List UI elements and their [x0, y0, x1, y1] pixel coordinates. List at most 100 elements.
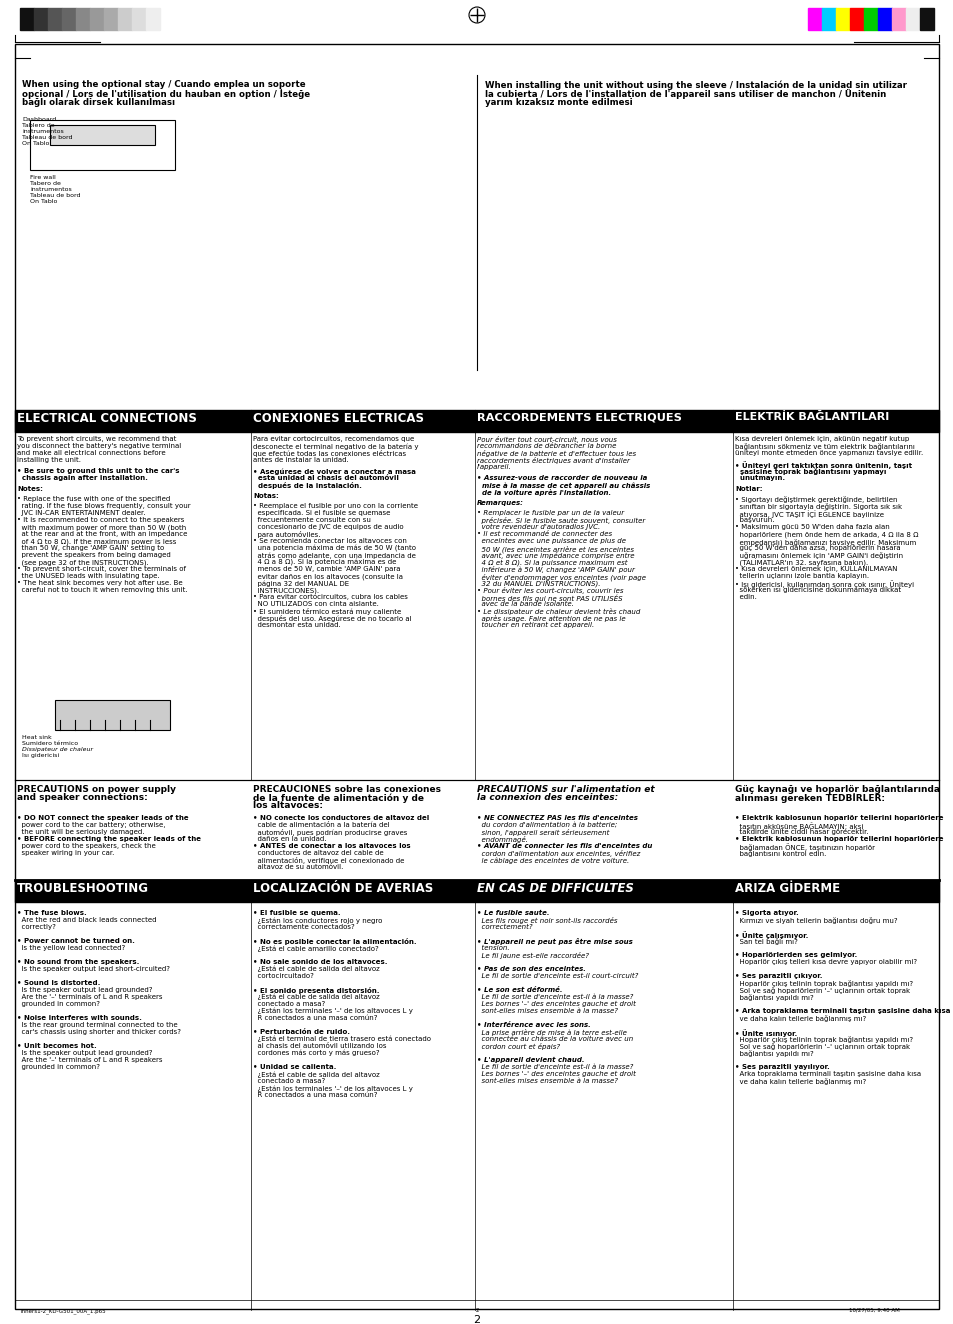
Text: bornes des fils qui ne sont PAS UTILISÉS: bornes des fils qui ne sont PAS UTILISÉS [476, 594, 622, 601]
Polygon shape [55, 700, 170, 730]
Text: ¿Están los terminales '–' de los altavoces L y: ¿Están los terminales '–' de los altavoc… [253, 1008, 413, 1014]
Bar [104, 8, 118, 30]
Text: mise à la masse de cet appareil au châssis: mise à la masse de cet appareil au châss… [476, 482, 650, 489]
Text: esta unidad al chasis del automóvil: esta unidad al chasis del automóvil [253, 475, 398, 481]
Text: On Tablo: On Tablo [22, 140, 50, 146]
Text: R conectados a una masa común?: R conectados a una masa común? [253, 1016, 377, 1021]
Text: ARIZA GİDERME: ARIZA GİDERME [734, 882, 840, 895]
Text: 50 W (les enceintes arrière et les enceintes: 50 W (les enceintes arrière et les encei… [476, 545, 634, 552]
Text: sont-elles mises ensemble à la masse?: sont-elles mises ensemble à la masse? [476, 1078, 618, 1084]
Text: al chasis del automóvil utilizando los: al chasis del automóvil utilizando los [253, 1043, 386, 1049]
Text: unutmayın.: unutmayın. [734, 475, 784, 481]
Text: bağlantısını sökmeniz ve tüm elektrik bağlantılarını: bağlantısını sökmeniz ve tüm elektrik ba… [734, 444, 914, 450]
Text: menos de 50 W, cambie 'AMP GAIN' para: menos de 50 W, cambie 'AMP GAIN' para [253, 565, 400, 572]
Text: INSTRUCCIONES).: INSTRUCCIONES). [253, 587, 319, 593]
Text: • No es posible conectar la alimentación.: • No es posible conectar la alimentación… [253, 937, 416, 945]
Text: du cordon d'alimentation à la batterie;: du cordon d'alimentation à la batterie; [476, 822, 617, 828]
Text: tellerin uçlarını izole bantla kaplayın.: tellerin uçlarını izole bantla kaplayın. [734, 573, 868, 579]
Text: raccordements électriques avant d'installer: raccordements électriques avant d'instal… [476, 457, 629, 463]
Text: careful not to touch it when removing this unit.: careful not to touch it when removing th… [17, 587, 188, 593]
Text: alınması gereken TEDBİRLER:: alınması gereken TEDBİRLER: [734, 793, 884, 802]
Text: para automóviles.: para automóviles. [253, 531, 320, 538]
Text: • Le fusible saute.: • Le fusible saute. [476, 910, 549, 916]
Text: toucher en retirant cet appareil.: toucher en retirant cet appareil. [476, 622, 594, 628]
Bar [15, 880, 251, 902]
Text: Sol ve sağ hoparlörlerin '–' uçlarının ortak toprak: Sol ve sağ hoparlörlerin '–' uçlarının o… [734, 986, 909, 994]
Text: especificada. Si el fusible se quemase: especificada. Si el fusible se quemase [253, 510, 390, 516]
Bar [34, 8, 48, 30]
Bar [849, 8, 863, 30]
Text: Inners1-2_KD-G501_00A_1.p65: Inners1-2_KD-G501_00A_1.p65 [20, 1308, 106, 1313]
Text: desconecte el terminal negativo de la batería y: desconecte el terminal negativo de la ba… [253, 444, 418, 450]
Text: with maximum power of more than 50 W (both: with maximum power of more than 50 W (bo… [17, 524, 186, 531]
Bar [905, 8, 919, 30]
Text: inférieure à 50 W, changez 'AMP GAIN' pour: inférieure à 50 W, changez 'AMP GAIN' po… [476, 565, 634, 573]
Text: avec de la bande isolante.: avec de la bande isolante. [476, 601, 574, 606]
Text: opcional / Lors de l'utilisation du hauban en option / İsteğe: opcional / Lors de l'utilisation du haub… [22, 89, 310, 99]
Text: and speaker connections:: and speaker connections: [17, 793, 148, 802]
Text: grounded in common?: grounded in common? [17, 1001, 100, 1008]
Bar [732, 880, 938, 902]
Text: • Le son est déformé.: • Le son est déformé. [476, 986, 562, 993]
Text: Hoparlör çıkış telleri kısa devre yapıyor olabilir mi?: Hoparlör çıkış telleri kısa devre yapıyo… [734, 959, 916, 965]
Text: Isı gidericisi: Isı gidericisi [22, 753, 59, 759]
Text: (TALİMATLAR'ın 32. sayfasına bakın).: (TALİMATLAR'ın 32. sayfasına bakın). [734, 559, 867, 568]
Text: you disconnect the battery's negative terminal: you disconnect the battery's negative te… [17, 444, 181, 449]
Text: EN CAS DE DIFFICULTES: EN CAS DE DIFFICULTES [476, 882, 633, 895]
Bar [76, 8, 90, 30]
Text: Notes:: Notes: [17, 486, 43, 493]
Text: • Power cannot be turned on.: • Power cannot be turned on. [17, 937, 134, 944]
Text: • Interférence avec les sons.: • Interférence avec les sons. [476, 1022, 590, 1027]
Text: conectado a masa?: conectado a masa? [253, 1078, 325, 1084]
Text: Dashboard: Dashboard [22, 117, 56, 122]
Text: • NE CONNECTEZ PAS les fils d'enceintes: • NE CONNECTEZ PAS les fils d'enceintes [476, 816, 638, 821]
Text: • Unidad se calienta.: • Unidad se calienta. [253, 1064, 336, 1070]
Bar [15, 410, 251, 432]
Text: Güç kaynağı ve hoparlör bağlantılarında: Güç kaynağı ve hoparlör bağlantılarında [734, 785, 939, 794]
Text: evitar daños en los altavoces (consulte la: evitar daños en los altavoces (consulte … [253, 573, 402, 580]
Text: después del uso. Asegúrese de no tocarlo al: después del uso. Asegúrese de no tocarlo… [253, 616, 411, 622]
Text: altavoz de su automóvil.: altavoz de su automóvil. [253, 865, 343, 870]
Text: los altavoces:: los altavoces: [253, 801, 323, 810]
Bar [877, 8, 891, 30]
Text: • Perturbación de ruido.: • Perturbación de ruido. [253, 1029, 350, 1035]
Text: Les bornes '–' des enceintes gauche et droit: Les bornes '–' des enceintes gauche et d… [476, 1071, 636, 1078]
Text: şasisine toprak bağlantısını yapmayı: şasisine toprak bağlantısını yapmayı [734, 467, 885, 475]
Text: bağlı olarak dirsek kullanılması: bağlı olarak dirsek kullanılması [22, 98, 174, 107]
Text: ¿Está el cable de salida del altavoz: ¿Está el cable de salida del altavoz [253, 967, 379, 973]
Text: PRECAUTIONS sur l'alimentation et: PRECAUTIONS sur l'alimentation et [476, 785, 654, 794]
Text: takdirde ünite ciddi hasar görecektir.: takdirde ünite ciddi hasar görecektir. [734, 829, 868, 835]
Text: R conectados a una masa común?: R conectados a una masa común? [253, 1092, 377, 1098]
Text: 10/27/05, 9:40 AM: 10/27/05, 9:40 AM [848, 1308, 899, 1313]
Bar [919, 8, 933, 30]
Text: ¿Está el cable de salida del altavoz: ¿Está el cable de salida del altavoz [253, 994, 379, 1001]
Text: ¿Está el terminal de tierra trasero está conectado: ¿Está el terminal de tierra trasero está… [253, 1035, 431, 1042]
Bar [90, 8, 104, 30]
Text: the unit will be seriously damaged.: the unit will be seriously damaged. [17, 829, 144, 835]
Text: la cubierta / Lors de l'installation de l'appareil sans utiliser de manchon / Ün: la cubierta / Lors de l'installation de … [484, 89, 885, 99]
Text: When installing the unit without using the sleeve / Instalación de la unidad sin: When installing the unit without using t… [484, 79, 906, 90]
Text: Tableau de bord: Tableau de bord [22, 135, 72, 140]
Text: • L'appareil ne peut pas être mise sous: • L'appareil ne peut pas être mise sous [476, 937, 632, 945]
Text: prevent the speakers from being damaged: prevent the speakers from being damaged [17, 552, 171, 557]
Text: Is the speaker output lead grounded?: Is the speaker output lead grounded? [17, 1050, 152, 1057]
Text: Is the rear ground terminal connected to the: Is the rear ground terminal connected to… [17, 1022, 177, 1027]
Text: 4 Ω a 8 Ω). Si la potencia máxima es de: 4 Ω a 8 Ω). Si la potencia máxima es de [253, 559, 395, 565]
Text: • Arka topraklama terminali taşıtın şasisine daha kısa: • Arka topraklama terminali taşıtın şasi… [734, 1008, 949, 1014]
Text: Tabero de: Tabero de [30, 181, 61, 185]
Text: La prise arrière de mise à la terre est-elle: La prise arrière de mise à la terre est-… [476, 1029, 626, 1035]
Text: hoparlörlere (hem önde hem de arkada, 4 Ω ila 8 Ω: hoparlörlere (hem önde hem de arkada, 4 … [734, 531, 918, 538]
Text: 2: 2 [475, 1308, 478, 1313]
Text: • El sumidero térmico estará muy caliente: • El sumidero térmico estará muy calient… [253, 608, 401, 616]
Text: concesionario de JVC de equipos de audio: concesionario de JVC de equipos de audio [253, 524, 403, 530]
Text: après usage. Faire attention de ne pas le: après usage. Faire attention de ne pas l… [476, 616, 625, 622]
Text: Are the red and black leads connected: Are the red and black leads connected [17, 918, 156, 923]
Text: at the rear and at the front, with an impedance: at the rear and at the front, with an im… [17, 531, 187, 538]
Text: bağlantısı yapıldı mı?: bağlantısı yapıldı mı? [734, 994, 813, 1001]
Bar [821, 8, 835, 30]
Text: and make all electrical connections before: and make all electrical connections befo… [17, 450, 166, 455]
Text: chassis again after installation.: chassis again after installation. [17, 475, 148, 481]
Text: • El sonido presenta distorsión.: • El sonido presenta distorsión. [253, 986, 379, 994]
Text: ¿Están los conductores rojo y negro: ¿Están los conductores rojo y negro [253, 918, 382, 924]
Bar [475, 410, 732, 432]
